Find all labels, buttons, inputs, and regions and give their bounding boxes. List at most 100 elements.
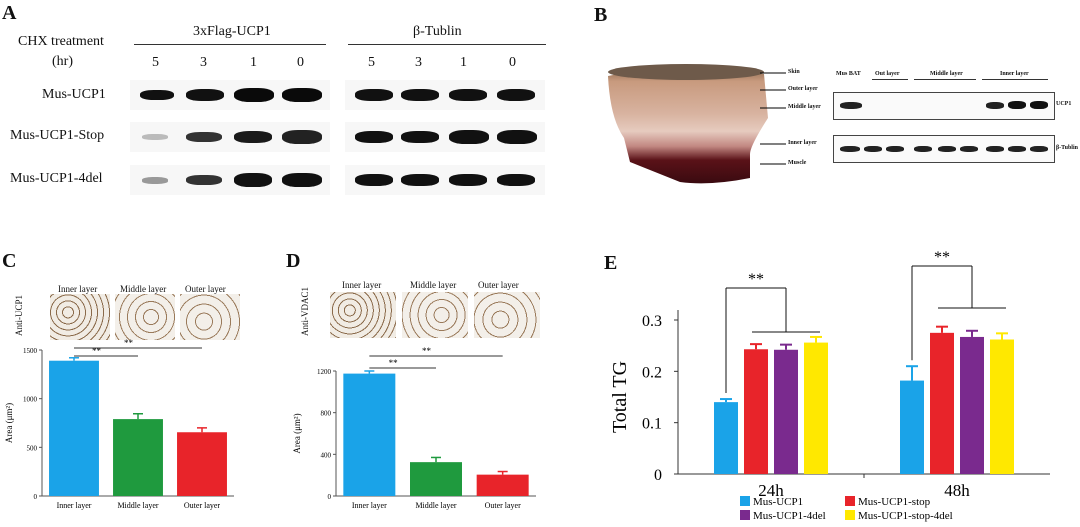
micro-label: Outer layer	[478, 280, 519, 290]
micrograph	[474, 292, 540, 338]
middle-layer-label: Middle layer	[788, 104, 821, 110]
y-tick-label: 1500	[23, 347, 38, 355]
panel-e-label: E	[604, 252, 618, 274]
y-tick-label: 0	[34, 493, 38, 501]
tublin-blot	[833, 135, 1055, 163]
hr-label: (hr)	[52, 54, 73, 69]
tublin-blot-label: β-Tublin	[1056, 145, 1078, 151]
lane-group-label: Out layer	[875, 71, 900, 77]
time-label: 3	[200, 55, 207, 70]
x-tick-label: 48h	[944, 481, 970, 500]
blot-strip	[130, 165, 330, 195]
micro-label: Inner layer	[58, 284, 98, 294]
sig-label: **	[422, 346, 432, 356]
y-tick-label: 0.1	[642, 416, 662, 433]
y-tick-label: 0	[654, 467, 662, 484]
legend-swatch	[845, 496, 855, 506]
micro-label: Inner layer	[342, 280, 382, 290]
legend-label: Mus-UCP1-4del	[753, 510, 826, 522]
muscle-label: Muscle	[788, 160, 807, 166]
legend-label: Mus-UCP1-stop-4del	[858, 510, 953, 522]
time-label: 0	[297, 55, 304, 70]
micrograph	[180, 294, 240, 340]
chx-treatment-label: CHX treatment	[18, 34, 104, 49]
legend-swatch	[740, 496, 750, 506]
x-tick-label: Middle layer	[415, 501, 456, 510]
x-tick-label: Inner layer	[352, 501, 387, 510]
legend-swatch	[845, 510, 855, 520]
time-label: 3	[415, 55, 422, 70]
micro-label: Middle layer	[410, 280, 457, 290]
sig-label: **	[124, 338, 134, 348]
x-tick-label: Outer layer	[485, 501, 522, 510]
bar	[714, 402, 738, 474]
lane-group-line	[872, 79, 908, 80]
x-tick-label: Outer layer	[184, 501, 221, 510]
bar	[177, 432, 227, 496]
row-label: Mus-UCP1-Stop	[10, 128, 105, 143]
x-tick-label: 24h	[758, 481, 784, 500]
bar	[930, 332, 954, 474]
legend-label: Mus-UCP1	[753, 496, 803, 508]
row-label: Mus-UCP1	[42, 87, 106, 102]
time-label: 5	[152, 55, 159, 70]
stain-label: Anti-VDAC1	[300, 287, 310, 336]
bar	[343, 373, 396, 496]
lane-group-line	[914, 79, 976, 80]
tissue-pointers	[760, 72, 786, 165]
lane-group-label: Inner layer	[1000, 71, 1029, 77]
row-label: Mus-UCP1-4del	[10, 171, 103, 186]
ucp1-blot	[833, 92, 1055, 120]
sig-label: **	[934, 250, 950, 266]
inner-layer-label: Inner layer	[788, 140, 817, 146]
time-label: 0	[509, 55, 516, 70]
y-tick-label: 0	[328, 493, 332, 501]
blot-strip	[130, 122, 330, 152]
micrograph	[115, 294, 175, 340]
micrograph	[50, 294, 110, 340]
y-tick-label: 400	[321, 451, 332, 459]
chart-e: 0 0.1 0.2 0.3 Total TG 24h 48h ** ** Mus-UCP1 Mus-…	[609, 250, 1050, 522]
tissue-image	[608, 64, 768, 184]
stain-label: Anti-UCP1	[14, 294, 24, 336]
micrograph	[402, 292, 468, 338]
blot-strip	[345, 122, 545, 152]
panel-a-label: A	[2, 2, 17, 24]
group1-line	[134, 44, 326, 45]
legend-label: Mus-UCP1-stop	[858, 496, 931, 508]
y-axis-label: Area (μm²)	[4, 403, 14, 443]
y-tick-label: 0.2	[642, 364, 662, 381]
bar	[960, 336, 984, 474]
y-axis-label: Area (μm²)	[292, 413, 302, 453]
tublin-label: β-Tublin	[413, 24, 462, 39]
y-tick-label: 0.3	[642, 313, 662, 330]
ucp1-blot-label: UCP1	[1056, 101, 1072, 107]
lane-group-label: Mus BAT	[836, 71, 861, 77]
panel-c-label: C	[2, 250, 17, 272]
bar	[774, 349, 798, 474]
group2-line	[348, 44, 546, 45]
lane-group-line	[982, 79, 1048, 80]
bar	[744, 349, 768, 474]
chart-d: 0 400 800 1200 Area (μm²) Inner layer Middle l…	[292, 346, 536, 510]
bar	[49, 360, 99, 496]
y-tick-label: 1200	[317, 368, 332, 376]
lane-group-label: Middle layer	[930, 71, 963, 77]
y-tick-label: 800	[321, 410, 332, 418]
skin-label: Skin	[788, 69, 800, 75]
bar	[900, 380, 924, 474]
micrograph	[330, 292, 396, 338]
bar	[476, 474, 529, 496]
chart-c: 0 500 1000 1500 Area (μm²) Inner layer Middle …	[4, 338, 234, 510]
panel-b-label: B	[594, 4, 608, 26]
blot-strip	[345, 80, 545, 110]
bar	[804, 342, 828, 474]
legend-swatch	[740, 510, 750, 520]
time-label: 1	[250, 55, 257, 70]
sig-label: **	[92, 346, 102, 356]
x-tick-label: Inner layer	[57, 501, 92, 510]
micro-label: Middle layer	[120, 284, 167, 294]
blot-strip	[130, 80, 330, 110]
time-label: 5	[368, 55, 375, 70]
sig-label: **	[389, 358, 399, 368]
